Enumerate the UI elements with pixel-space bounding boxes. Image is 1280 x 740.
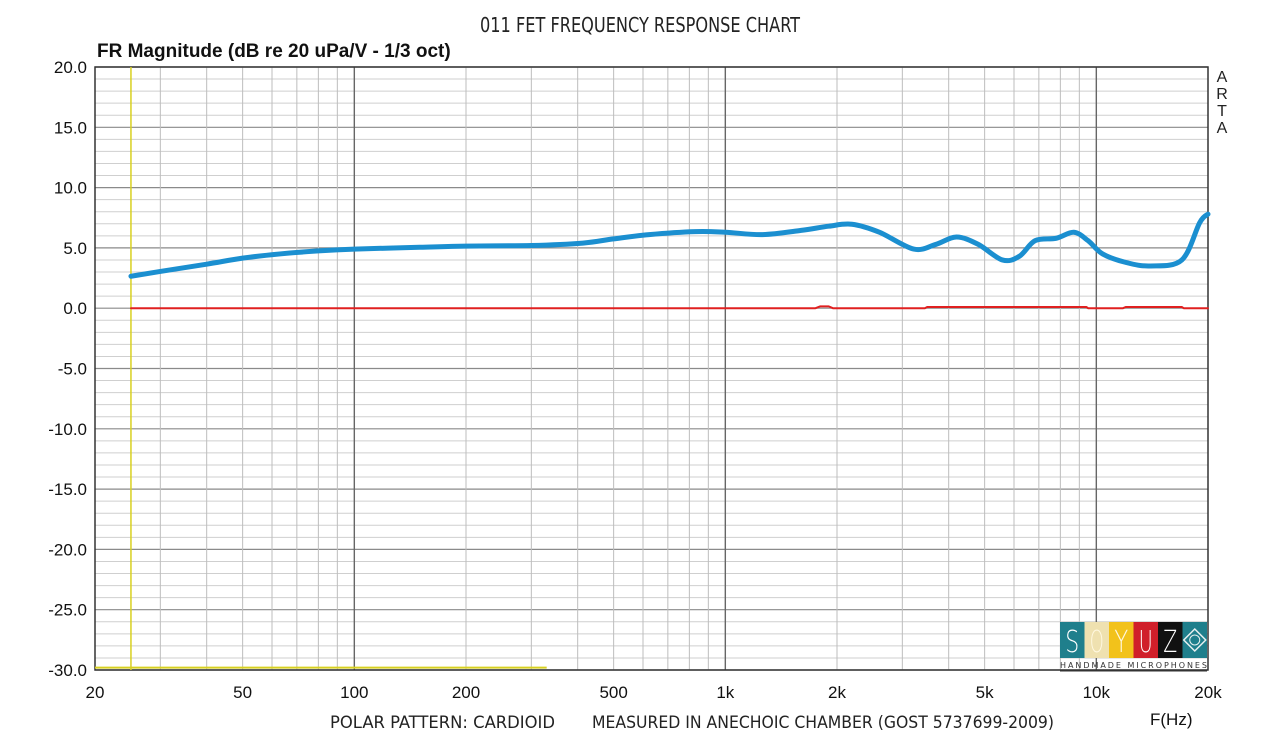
- y-tick-label: -5.0: [58, 360, 87, 379]
- reference-line: [129, 305, 1209, 310]
- y-tick-label: 10.0: [54, 179, 87, 198]
- logo-letter: Z: [1163, 625, 1177, 660]
- y-tick-label: -10.0: [48, 420, 87, 439]
- series: [95, 67, 1211, 670]
- x-tick-label: 20k: [1194, 683, 1222, 702]
- x-tick-label: 50: [233, 683, 252, 702]
- tick-labels: 20.0 15.0 10.0 5.0 0.0 -5.0 -10.0 -15.0 -20.0 -25…: [48, 58, 1222, 702]
- x-axis-label: F(Hz): [1150, 710, 1192, 729]
- logo-emblem-icon: [1182, 627, 1207, 653]
- x-tick-label: 500: [599, 683, 627, 702]
- x-tick-label: 5k: [976, 683, 994, 702]
- y-tick-label: 5.0: [63, 239, 87, 258]
- y-tick-label: -20.0: [48, 540, 87, 559]
- x-tick-label: 2k: [828, 683, 846, 702]
- logo-tile: [1084, 622, 1109, 658]
- chart-title: 011 FET FREQUENCY RESPONSE CHART: [480, 13, 801, 37]
- logo-letter: Y: [1114, 625, 1128, 660]
- x-tick-label: 100: [340, 683, 368, 702]
- logo-letter: U: [1139, 625, 1153, 660]
- y-tick-label: -15.0: [48, 480, 87, 499]
- plot-frame: [94, 66, 1209, 671]
- footer-polar-pattern: POLAR PATTERN: CARDIOID: [330, 713, 555, 733]
- arta-letter: R: [1216, 86, 1228, 103]
- y-tick-label: 20.0: [54, 58, 87, 77]
- y-axis-label: FR Magnitude (dB re 20 uPa/V - 1/3 oct): [97, 41, 451, 62]
- x-tick-label: 10k: [1083, 683, 1111, 702]
- x-tick-label: 20: [86, 683, 105, 702]
- grid: [94, 66, 1209, 671]
- footer-measurement: MEASURED IN ANECHOIC CHAMBER (GOST 57376…: [592, 713, 1054, 733]
- x-tick-label: 1k: [716, 683, 734, 702]
- y-tick-label: 15.0: [54, 118, 87, 137]
- logo-tile: [1060, 622, 1085, 658]
- logo-emblem-icon: [1189, 634, 1201, 646]
- x-tick-label: 200: [452, 683, 480, 702]
- logo-letter: S: [1065, 625, 1079, 660]
- logo-tile: [1109, 622, 1134, 658]
- logo-tile: [1182, 622, 1207, 658]
- y-tick-label: 0.0: [63, 299, 87, 318]
- logo-tagline: HANDMADE MICROPHONES: [1060, 661, 1207, 670]
- logo-tile: [1158, 622, 1183, 658]
- fr-magnitude-line: [128, 211, 1211, 279]
- arta-letter: T: [1217, 103, 1227, 120]
- y-tick-label: -25.0: [48, 601, 87, 620]
- logo-letter: O: [1090, 625, 1104, 660]
- y-tick-label: -30.0: [48, 661, 87, 680]
- arta-letter: A: [1217, 120, 1228, 137]
- logo-tile: [1133, 622, 1158, 658]
- arta-letter: A: [1217, 69, 1228, 86]
